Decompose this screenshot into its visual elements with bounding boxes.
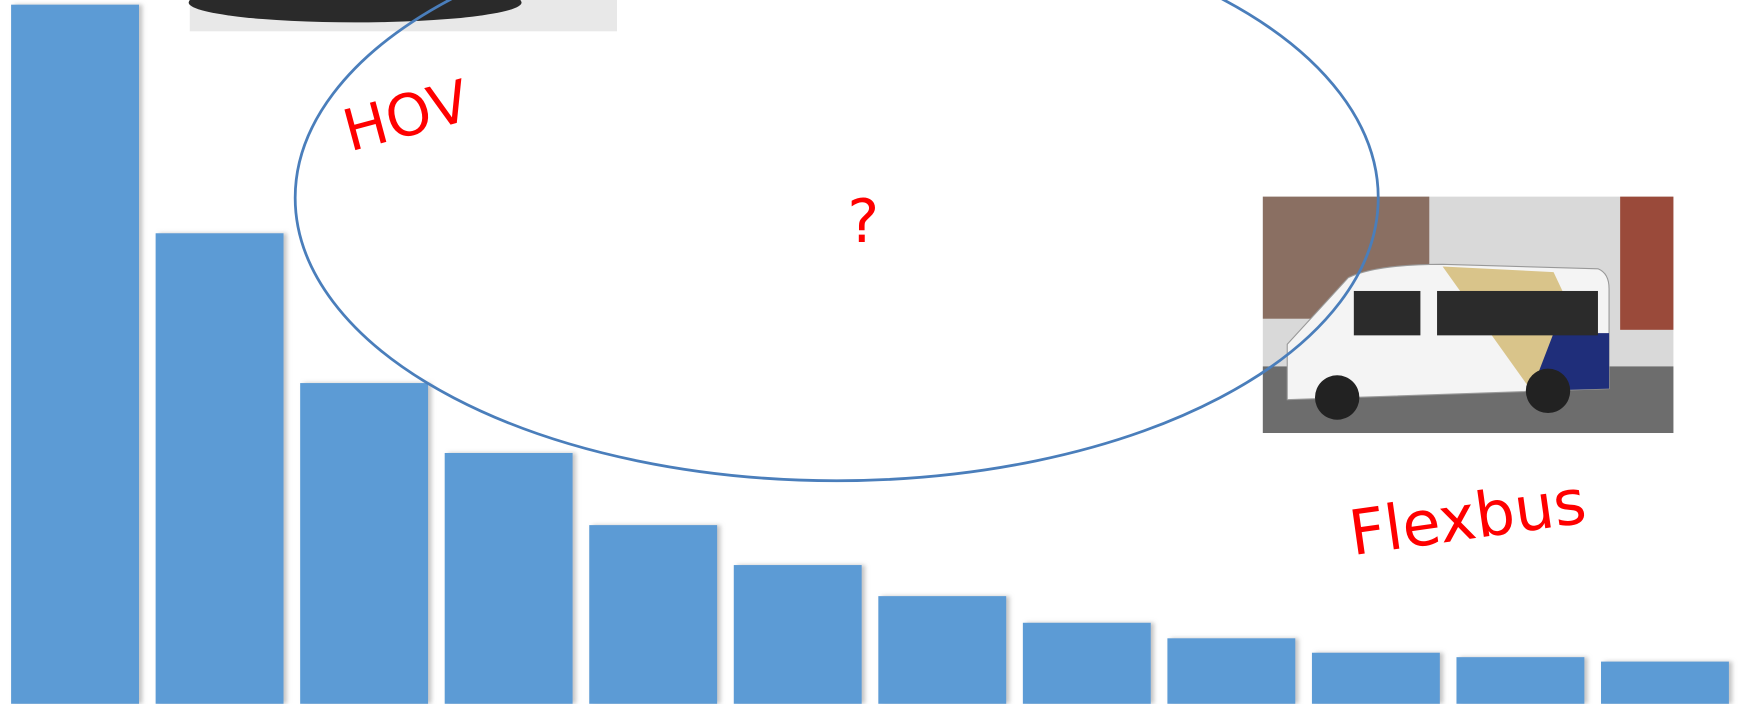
bar (444, 452, 573, 704)
bar (1456, 657, 1585, 704)
bar (1167, 638, 1296, 704)
bar (1311, 652, 1440, 704)
annotation: Flexbus (1345, 465, 1591, 570)
car-photo (188, 0, 617, 32)
annotation: ? (847, 187, 879, 257)
bar (1022, 622, 1151, 704)
bar (589, 525, 718, 704)
bar (1601, 661, 1729, 704)
flexbus-photo (1262, 196, 1674, 434)
bar (878, 596, 1007, 704)
bar (155, 233, 284, 704)
bar (11, 4, 139, 704)
bar (733, 565, 862, 704)
annotation: HOV (336, 67, 476, 166)
hov-ellipse (293, 0, 1380, 483)
bar (300, 383, 429, 704)
